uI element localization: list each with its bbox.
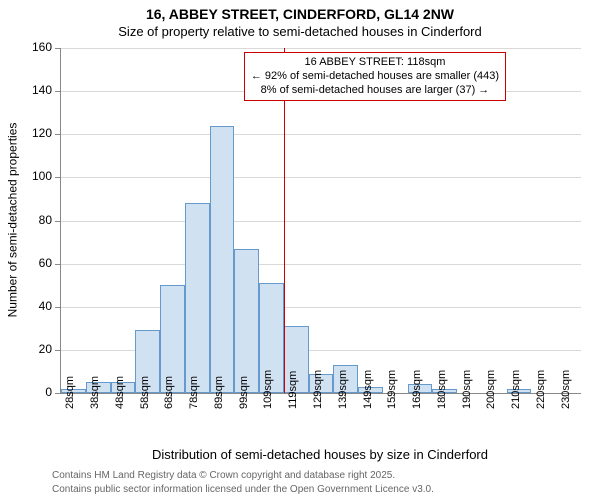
histogram-bar [210, 126, 235, 393]
gridline [61, 264, 581, 265]
footer-line-2: Contains public sector information licen… [52, 484, 434, 495]
y-tick-label: 140 [32, 83, 52, 97]
gridline [61, 177, 581, 178]
gridline [61, 221, 581, 222]
annotation-line2: ← 92% of semi-detached houses are smalle… [251, 70, 499, 84]
histogram-bar [185, 203, 210, 393]
histogram-bar [234, 249, 259, 393]
y-tick-label: 120 [32, 126, 52, 140]
x-axis-label: Distribution of semi-detached houses by … [60, 447, 580, 462]
y-tick-label: 80 [39, 213, 52, 227]
y-tick-label: 0 [45, 385, 52, 399]
y-tick-mark [55, 177, 60, 178]
chart-title-line2: Size of property relative to semi-detach… [0, 24, 600, 39]
y-tick-mark [55, 221, 60, 222]
gridline [61, 307, 581, 308]
y-tick-label: 40 [39, 299, 52, 313]
y-axis-label: Number of semi-detached properties [5, 47, 19, 392]
y-tick-mark [55, 91, 60, 92]
plot-area: 16 ABBEY STREET: 118sqm← 92% of semi-det… [60, 48, 581, 394]
chart-title-line1: 16, ABBEY STREET, CINDERFORD, GL14 2NW [0, 6, 600, 22]
footer-line-1: Contains HM Land Registry data © Crown c… [52, 470, 395, 481]
annotation-line1: 16 ABBEY STREET: 118sqm [251, 56, 499, 70]
y-tick-mark [55, 307, 60, 308]
y-tick-label: 100 [32, 169, 52, 183]
y-tick-label: 20 [39, 342, 52, 356]
y-tick-mark [55, 264, 60, 265]
y-tick-label: 60 [39, 256, 52, 270]
chart-container: 16, ABBEY STREET, CINDERFORD, GL14 2NW S… [0, 0, 600, 500]
y-tick-mark [55, 350, 60, 351]
y-tick-mark [55, 48, 60, 49]
y-tick-label: 160 [32, 40, 52, 54]
annotation-box: 16 ABBEY STREET: 118sqm← 92% of semi-det… [244, 52, 506, 101]
annotation-line3: 8% of semi-detached houses are larger (3… [251, 84, 499, 98]
gridline [61, 48, 581, 49]
y-tick-mark [55, 134, 60, 135]
gridline [61, 134, 581, 135]
y-tick-mark [55, 393, 60, 394]
